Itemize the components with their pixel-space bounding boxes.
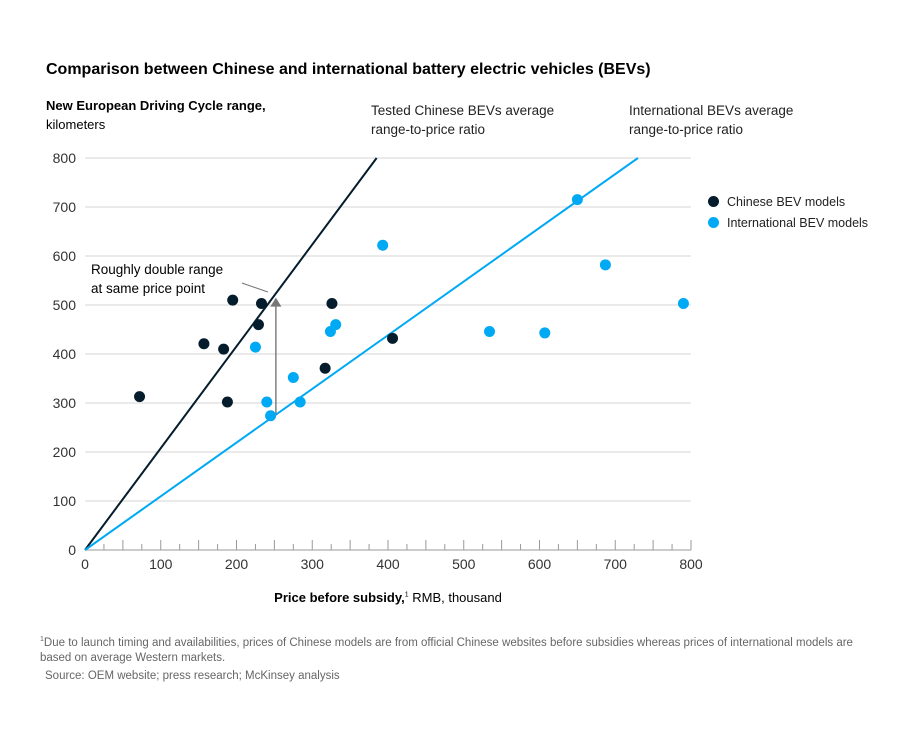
y-tick-label: 800	[53, 150, 77, 166]
x-axis-label-footnote-mark: 1	[404, 591, 409, 599]
y-tick-label: 600	[53, 248, 77, 264]
international-bev-point	[265, 410, 277, 422]
footnote-mark: 1	[40, 636, 44, 643]
x-tick-label: 400	[376, 556, 400, 572]
chinese-bev-point	[319, 362, 331, 374]
international-bev-point	[571, 194, 583, 206]
legend-item-international: International BEV models	[708, 212, 868, 233]
chinese-ratio-line	[84, 157, 378, 551]
international-bev-point	[484, 325, 496, 337]
y-tick-label: 0	[68, 542, 76, 558]
chinese-ratio-note-line1: Tested Chinese BEVs average	[371, 103, 555, 118]
y-tick-label: 500	[53, 297, 77, 313]
y-axis-label-unit: kilometers	[46, 117, 106, 132]
x-tick-label: 200	[225, 556, 249, 572]
chinese-bev-point	[387, 332, 399, 344]
chart-title: Comparison between Chinese and internati…	[46, 61, 651, 78]
legend-dot-international	[708, 217, 719, 228]
x-axis-label-bold: Price before subsidy,	[274, 590, 405, 605]
x-tick-label: 500	[452, 556, 476, 572]
y-tick-label: 200	[53, 444, 77, 460]
chinese-bev-point	[326, 298, 338, 310]
international-bev-point	[677, 298, 689, 310]
chinese-ratio-note-line2: range-to-price ratio	[371, 122, 486, 137]
international-bev-point	[599, 259, 611, 271]
y-tick-label: 300	[53, 395, 77, 411]
annotation-text-line2: at same price point	[91, 281, 205, 296]
international-bev-point	[249, 341, 261, 353]
footnote-text: Due to launch timing and availabilities,…	[40, 636, 853, 664]
legend-item-chinese: Chinese BEV models	[708, 191, 868, 212]
chinese-bev-point	[134, 391, 146, 403]
chinese-bev-point	[255, 298, 267, 310]
chinese-bev-point	[227, 294, 239, 306]
international-ratio-line	[84, 157, 639, 551]
chinese-bev-point	[198, 338, 210, 350]
annotation-leader	[241, 282, 269, 293]
chinese-bev-point	[252, 319, 264, 331]
source-note: Source: OEM website; press research; McK…	[45, 670, 340, 682]
international-bev-point	[261, 396, 273, 408]
international-bev-point	[287, 372, 299, 384]
international-bev-point	[330, 319, 342, 331]
y-tick-label: 700	[53, 199, 77, 215]
chinese-bev-point	[221, 396, 233, 408]
annotation-arrow-head	[270, 297, 282, 307]
international-ratio-note: International BEVs average range-to-pric…	[629, 101, 793, 139]
y-tick-label: 100	[53, 493, 77, 509]
legend-dot-chinese	[708, 196, 719, 207]
chinese-bev-point	[218, 343, 230, 355]
x-axis-label-unit: RMB, thousand	[408, 590, 502, 605]
international-bev-point	[377, 239, 389, 251]
x-tick-label: 100	[149, 556, 173, 572]
y-axis-label-bold: New European Driving Cycle range,	[46, 98, 266, 113]
x-tick-label: 300	[301, 556, 325, 572]
y-axis-label: New European Driving Cycle range, kilome…	[46, 96, 266, 134]
international-ratio-note-line1: International BEVs average	[629, 103, 794, 118]
footnote: 1Due to launch timing and availabilities…	[40, 632, 860, 666]
x-tick-label: 600	[528, 556, 552, 572]
chinese-ratio-note: Tested Chinese BEVs average range-to-pri…	[371, 101, 554, 139]
legend-label-international: International BEV models	[727, 215, 869, 230]
x-tick-label: 800	[679, 556, 703, 572]
x-tick-label: 700	[604, 556, 628, 572]
international-bev-point	[539, 327, 551, 339]
x-tick-label: 0	[81, 556, 89, 572]
legend-label-chinese: Chinese BEV models	[727, 194, 846, 209]
international-bev-point	[294, 396, 306, 408]
annotation-text-line1: Roughly double range	[91, 262, 223, 277]
international-ratio-note-line2: range-to-price ratio	[629, 122, 744, 137]
y-tick-label: 400	[53, 346, 77, 362]
chart-legend: Chinese BEV models International BEV mod…	[708, 191, 868, 233]
x-axis-label: Price before subsidy,1 RMB, thousand	[0, 590, 776, 605]
